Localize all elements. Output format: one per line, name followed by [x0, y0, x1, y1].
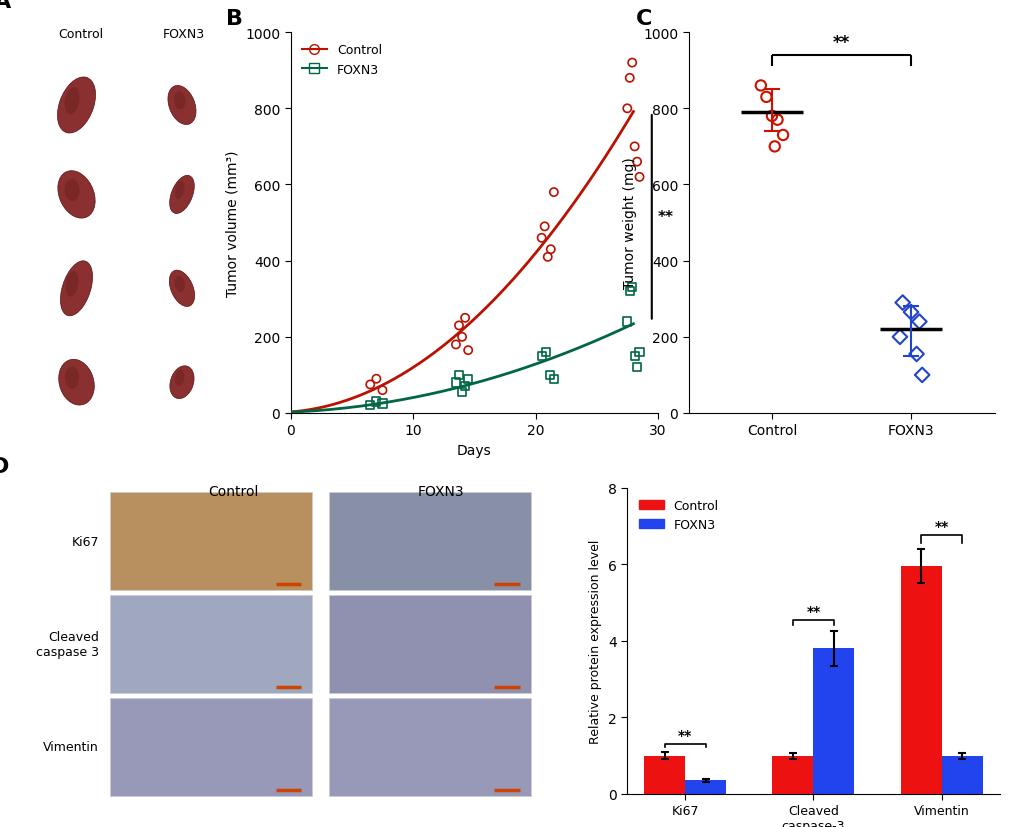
Text: FOXN3: FOXN3 [163, 28, 205, 41]
Point [542, 243, 558, 256]
Bar [329, 595, 531, 693]
Bar [329, 493, 531, 590]
Point [621, 285, 637, 299]
Point [457, 312, 473, 325]
Bar [110, 595, 312, 693]
Point [457, 380, 473, 394]
Ellipse shape [64, 179, 79, 202]
Text: Control: Control [58, 28, 104, 41]
Ellipse shape [174, 182, 184, 200]
Point [626, 350, 642, 363]
Bar [329, 698, 531, 796]
Point [766, 141, 783, 154]
Point [453, 331, 470, 344]
Bar [644, 756, 685, 794]
Point [541, 369, 557, 382]
Point [629, 361, 645, 375]
Text: FOXN3: FOXN3 [418, 485, 464, 499]
Point [894, 297, 910, 310]
Point [533, 350, 549, 363]
Ellipse shape [65, 271, 78, 298]
Point [913, 369, 929, 382]
Text: **: ** [833, 34, 849, 52]
Point [533, 232, 549, 245]
Point [368, 395, 384, 409]
Point [624, 281, 640, 294]
Point [447, 338, 464, 351]
Point [631, 171, 647, 184]
Text: B: B [226, 9, 243, 29]
Legend: Control, FOXN3: Control, FOXN3 [297, 40, 386, 82]
Text: C: C [635, 9, 651, 29]
Point [902, 306, 918, 319]
Text: A: A [0, 0, 11, 12]
Text: Cleaved
caspase 3: Cleaved caspase 3 [36, 630, 99, 658]
Text: Ki67: Ki67 [71, 535, 99, 548]
Bar [771, 756, 813, 794]
Ellipse shape [174, 93, 185, 111]
Point [619, 103, 635, 116]
Y-axis label: Tumor weight (mg): Tumor weight (mg) [623, 157, 637, 289]
Ellipse shape [169, 270, 195, 307]
Point [768, 114, 785, 127]
Text: **: ** [933, 520, 948, 534]
Point [629, 155, 645, 169]
Legend: Control, FOXN3: Control, FOXN3 [633, 495, 722, 537]
Ellipse shape [64, 88, 79, 115]
Point [374, 384, 390, 397]
Point [631, 346, 647, 359]
Point [447, 376, 464, 390]
Point [374, 398, 390, 411]
Text: Vimentin: Vimentin [43, 740, 99, 753]
Point [624, 57, 640, 70]
Point [453, 386, 470, 399]
Ellipse shape [59, 360, 94, 405]
Point [450, 369, 467, 382]
Ellipse shape [169, 176, 194, 214]
Ellipse shape [60, 261, 93, 317]
Point [450, 319, 467, 332]
Bar [813, 648, 854, 794]
Point [545, 373, 561, 386]
Ellipse shape [170, 366, 194, 399]
Ellipse shape [57, 78, 96, 134]
Point [536, 221, 552, 234]
Point [619, 316, 635, 329]
Point [908, 348, 924, 361]
Text: Control: Control [208, 485, 259, 499]
Bar [900, 566, 941, 794]
Bar [685, 781, 726, 794]
Point [910, 316, 926, 329]
Point [368, 373, 384, 386]
Point [757, 91, 773, 104]
Ellipse shape [65, 367, 79, 390]
Text: **: ** [657, 210, 674, 225]
Y-axis label: Relative protein expression level: Relative protein expression level [589, 539, 602, 743]
Ellipse shape [58, 171, 95, 219]
Point [774, 129, 791, 142]
Bar [110, 493, 312, 590]
Point [539, 251, 555, 264]
X-axis label: Days: Days [457, 443, 491, 457]
Point [763, 110, 780, 123]
Text: **: ** [678, 729, 692, 743]
Y-axis label: Tumor volume (mm³): Tumor volume (mm³) [225, 151, 239, 296]
Point [362, 399, 378, 413]
Point [621, 72, 637, 85]
Point [460, 344, 476, 357]
Ellipse shape [168, 86, 196, 126]
Text: D: D [0, 457, 9, 476]
Ellipse shape [175, 370, 184, 386]
Point [545, 186, 561, 199]
Point [891, 331, 907, 344]
Point [362, 379, 378, 392]
Bar [941, 756, 981, 794]
Point [537, 346, 553, 359]
Text: **: ** [806, 604, 819, 618]
Point [752, 79, 768, 93]
Point [460, 373, 476, 386]
Bar [110, 698, 312, 796]
Point [626, 141, 642, 154]
Ellipse shape [174, 276, 184, 293]
